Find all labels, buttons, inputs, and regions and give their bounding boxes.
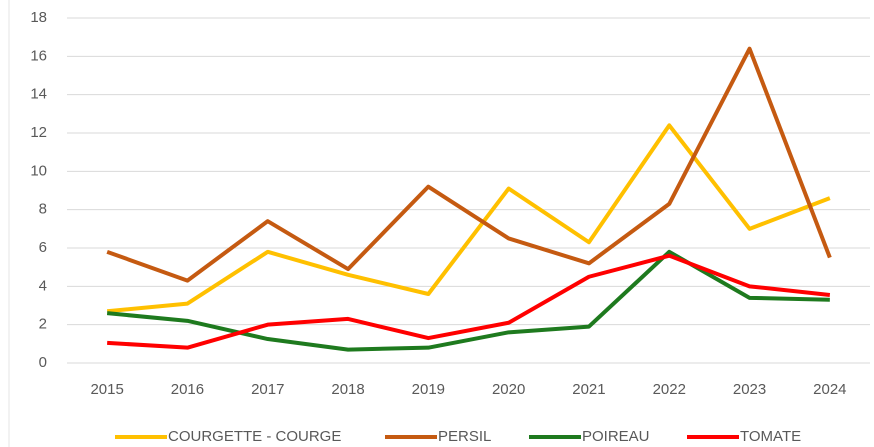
- y-tick-label: 0: [39, 354, 47, 371]
- y-tick-label: 14: [30, 86, 47, 103]
- x-tick-label: 2020: [492, 381, 525, 398]
- series-line: [106, 46, 832, 283]
- x-tick-label: 2024: [813, 381, 846, 398]
- series-line: [107, 253, 831, 350]
- series-line: [106, 123, 831, 314]
- y-tick-label: 18: [30, 9, 47, 26]
- legend-label: PERSIL: [438, 428, 491, 445]
- y-tick-label: 10: [30, 162, 47, 179]
- legend-label: TOMATE: [740, 428, 801, 445]
- x-tick-label: 2021: [572, 381, 605, 398]
- x-tick-label: 2018: [331, 381, 364, 398]
- legend-label: COURGETTE - COURGE: [168, 428, 341, 445]
- y-tick-label: 12: [30, 124, 47, 141]
- y-tick-label: 4: [39, 277, 47, 294]
- x-tick-label: 2022: [653, 381, 686, 398]
- x-tick-label: 2016: [171, 381, 204, 398]
- y-tick-label: 8: [39, 201, 47, 218]
- legend-label: POIREAU: [582, 428, 650, 445]
- y-tick-label: 2: [39, 316, 47, 333]
- x-tick-label: 2015: [90, 381, 123, 398]
- x-tick-label: 2017: [251, 381, 284, 398]
- series-line: [106, 249, 830, 352]
- y-tick-label: 16: [30, 47, 47, 64]
- x-tick-label: 2023: [733, 381, 766, 398]
- y-tick-label: 6: [39, 239, 47, 256]
- x-tick-label: 2019: [412, 381, 445, 398]
